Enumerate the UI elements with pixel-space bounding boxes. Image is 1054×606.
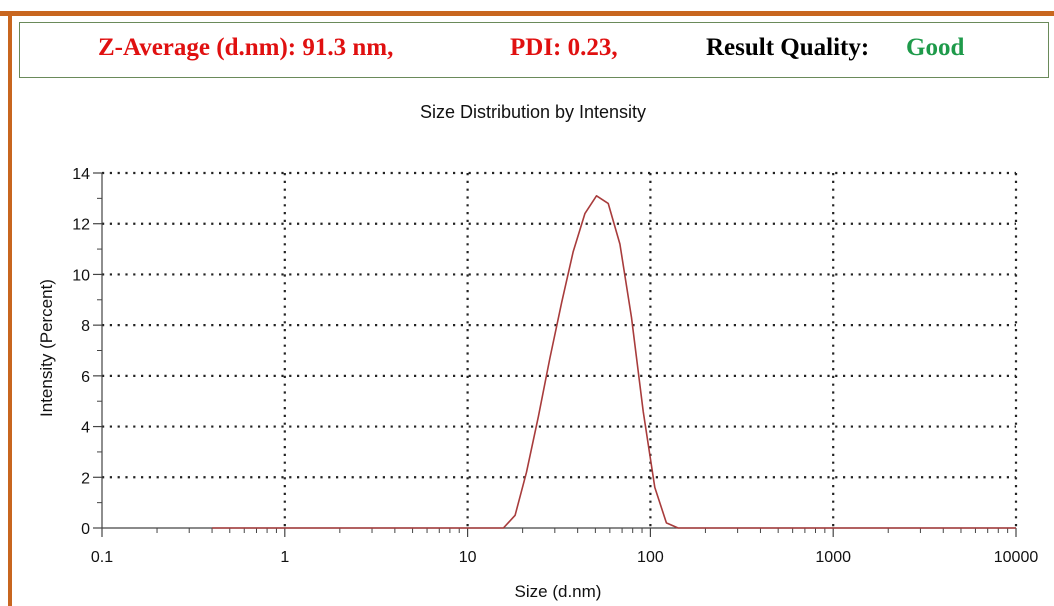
y-tick-label: 8 <box>81 318 90 335</box>
y-axis-title: Intensity (Percent) <box>37 279 56 417</box>
intensity-curve <box>212 195 1016 529</box>
y-tick-label: 0 <box>81 521 90 538</box>
y-tick-label: 4 <box>81 420 90 437</box>
y-tick-label: 6 <box>81 369 90 386</box>
y-tick-label: 14 <box>72 166 90 183</box>
grid <box>102 171 1018 528</box>
z-average-text: Z-Average (d.nm): 91.3 nm, <box>98 34 394 61</box>
pdi-text: PDI: 0.23, <box>510 34 618 61</box>
tick-labels: 0 2 4 6 8 10 12 14 0.1 1 10 100 1000 10000 <box>72 166 1038 566</box>
ticks <box>93 172 1017 537</box>
result-summary-box: Z-Average (d.nm): 91.3 nm, PDI: 0.23, Re… <box>19 22 1049 78</box>
axes <box>101 173 1016 529</box>
y-tick-label: 12 <box>72 217 90 234</box>
x-axis-title: Size (d.nm) <box>515 582 602 601</box>
x-tick-label: 100 <box>637 549 664 566</box>
series <box>212 195 1016 529</box>
result-quality-label: Result Quality: <box>706 34 870 61</box>
x-tick-label: 1 <box>280 549 289 566</box>
y-tick-label: 10 <box>72 267 90 284</box>
result-quality-value: Good <box>906 34 965 61</box>
y-tick-label: 2 <box>81 470 90 487</box>
x-tick-label: 1000 <box>815 549 851 566</box>
x-tick-label: 10000 <box>994 549 1039 566</box>
x-tick-label: 10 <box>459 549 477 566</box>
frame-left-border <box>8 11 12 606</box>
chart-title: Size Distribution by Intensity <box>420 102 646 122</box>
frame-top-border <box>0 11 1054 16</box>
x-tick-label: 0.1 <box>91 549 113 566</box>
